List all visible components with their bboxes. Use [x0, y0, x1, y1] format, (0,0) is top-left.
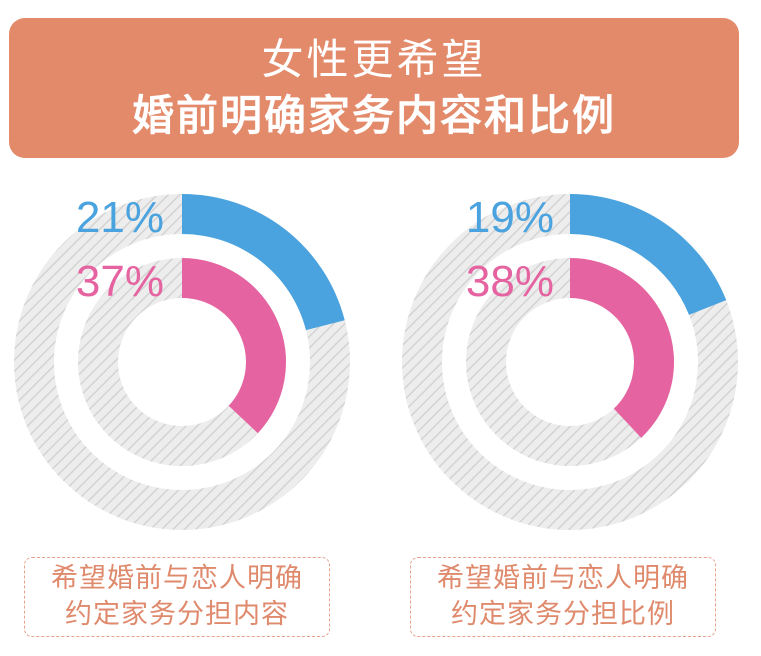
inner-arc-right — [570, 258, 674, 438]
caption-left-line-2: 约定家务分担内容 — [65, 599, 289, 630]
caption-right-line-1: 希望婚前与恋人明确 — [437, 563, 689, 594]
inner-arc-left — [182, 258, 287, 434]
caption-left: 希望婚前与恋人明确 约定家务分担内容 — [24, 557, 330, 637]
caption-right: 希望婚前与恋人明确 约定家务分担比例 — [410, 557, 716, 637]
inner-value-label-right: 38% — [466, 257, 554, 306]
caption-left-line-1: 希望婚前与恋人明确 — [51, 563, 303, 594]
chart-left: 21% 37% — [14, 193, 350, 530]
title-line-1: 女性更希望 — [261, 35, 487, 84]
outer-value-label-left: 21% — [76, 193, 164, 242]
chart-right: 19% 38% — [402, 193, 738, 530]
outer-value-label-right: 19% — [466, 193, 554, 242]
title-banner: 女性更希望 婚前明确家务内容和比例 — [9, 18, 739, 158]
inner-value-label-left: 37% — [76, 257, 164, 306]
outer-arc-left — [182, 194, 345, 331]
title-line-2: 婚前明确家务内容和比例 — [131, 91, 616, 140]
caption-right-line-2: 约定家务分担比例 — [451, 599, 675, 630]
outer-arc-right — [570, 194, 727, 315]
